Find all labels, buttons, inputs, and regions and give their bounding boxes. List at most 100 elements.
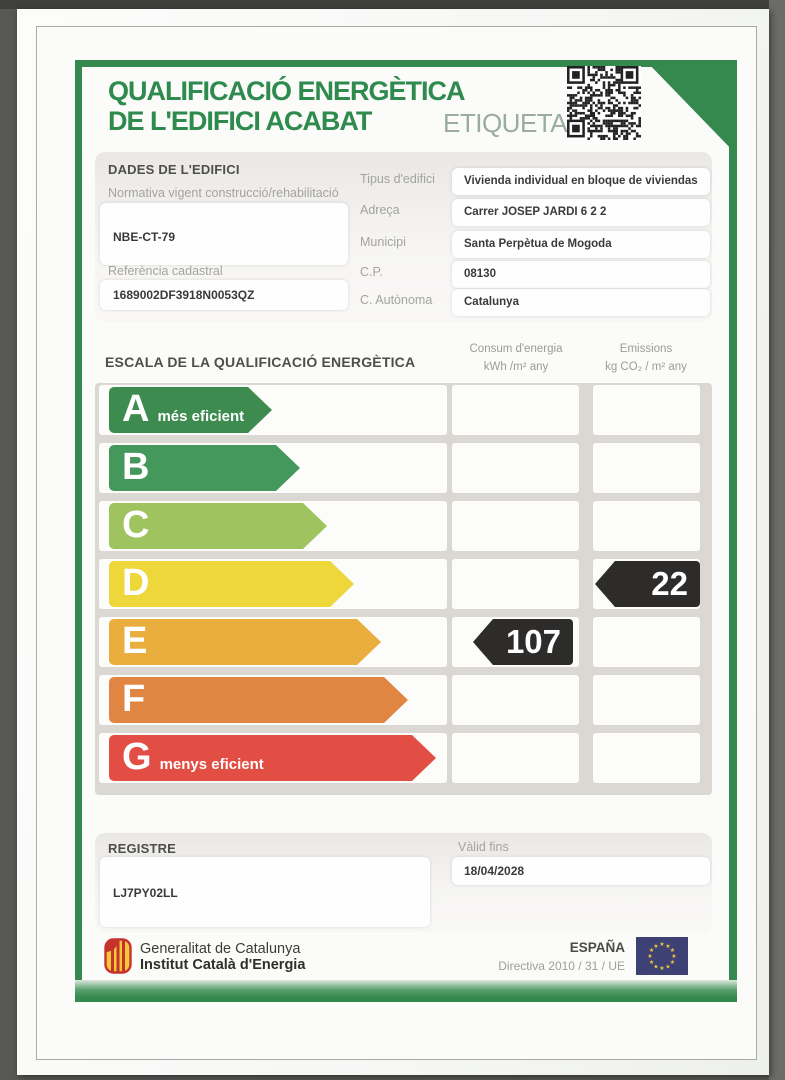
scan-edge [769,0,785,1080]
scale-row: B [95,443,712,493]
emissions-header-line1: Emissions [619,343,673,355]
field-label: Municipi [360,235,406,249]
svg-text:★: ★ [665,964,670,971]
svg-text:★: ★ [653,943,658,950]
scale-row: E [95,617,712,667]
valid-until-label: Vàlid fins [458,840,509,854]
consum-cell [452,559,579,609]
country-block: ESPAÑA Directiva 2010 / 31 / UE [455,939,625,975]
emissions-cell [593,501,700,551]
eu-flag-icon: ★ ★★★★★★★★★★★ [636,937,688,975]
field-value: 08130 [464,268,496,280]
qr-code-icon [567,66,641,140]
scale-bar-cell: G menys eficient [99,733,447,783]
field-value: Santa Perpètua de Mogoda [464,238,612,250]
field-box [452,289,710,316]
energy-rating-bar: A més eficient [109,387,272,433]
emissions-cell [593,443,700,493]
consum-cell [452,385,579,435]
rating-letter: G [122,736,152,778]
rating-letter: F [122,678,146,720]
scale-row: C [95,501,712,551]
scan-edge [0,0,785,9]
field-label: C.P. [360,265,383,279]
energy-rating-bar: C [109,503,327,549]
scale-bar-cell: B [99,443,447,493]
scale-title: ESCALA DE LA QUALIFICACIÓ ENERGÈTICA [105,354,416,370]
generalitat-shield-icon [104,938,132,974]
consum-cell [452,443,579,493]
frame-border [729,60,737,1002]
field-label: Adreça [360,203,400,217]
certificate-title-line1: QUALIFICACIÓ ENERGÈTICA [108,76,466,106]
emissions-cell [593,617,700,667]
registre-title: REGISTRE [108,841,177,856]
field-box [452,261,710,288]
svg-text:★: ★ [659,965,664,972]
country-label: ESPAÑA [569,940,625,955]
energy-rating-bar: D [109,561,354,607]
field-value: Vivienda individual en bloque de viviend… [464,175,698,187]
etiqueta-label: ETIQUETA [443,108,568,138]
field-value: Catalunya [464,296,519,308]
frame-border [75,60,737,67]
registre-value: LJ7PY02LL [113,886,178,900]
directive-label: Directiva 2010 / 31 / UE [498,959,625,973]
frame-bottom-bar [75,980,737,1002]
scale-bar-cell: C [99,501,447,551]
normativa-value: NBE-CT-79 [113,230,176,244]
consum-cell [452,675,579,725]
registre-field [100,857,430,927]
consum-header-line2: kWh /m² any [483,361,549,373]
cadastral-field [100,280,348,310]
scale-row: G menys eficient [95,733,712,783]
svg-text:★: ★ [649,959,654,966]
svg-text:★: ★ [653,964,658,971]
normativa-label: Normativa vigent construcció/rehabilitac… [108,186,339,200]
field-box [452,168,710,195]
consum-header-line1: Consum d'energia [469,343,563,355]
energy-rating-bar: F [109,677,408,723]
energy-rating-bar: G menys eficient [109,735,436,781]
emissions-header-line2: kg CO₂ / m² any [605,361,687,373]
certificate-title-line2: DE L'EDIFICI ACABAT [108,106,372,136]
rating-note: més eficient [157,408,245,425]
scale-row: F [95,675,712,725]
field-box [452,199,710,226]
field-label: Tipus d'edifici [360,172,435,186]
svg-text:★: ★ [671,953,676,960]
cadastral-value: 1689002DF3918N0053QZ [113,288,255,302]
svg-text:★: ★ [670,959,675,966]
scale-bar-cell: E [99,617,447,667]
svg-text:★: ★ [647,953,652,960]
normativa-field [100,203,348,265]
building-data-title: DADES DE L'EDIFICI [108,162,240,177]
rating-letter: E [122,620,148,662]
svg-text:★: ★ [665,943,670,950]
org-name: Generalitat de Catalunya [140,941,301,957]
emissions-cell [593,385,700,435]
svg-text:★: ★ [659,941,664,948]
rating-letter: C [122,504,150,546]
energy-rating-bar: B [109,445,300,491]
field-box [452,231,710,258]
field-value: Carrer JOSEP JARDI 6 2 2 [464,206,607,218]
scale-bar-cell: A més eficient [99,385,447,435]
rating-letter: D [122,562,150,604]
cadastral-label: Referència cadastral [108,264,223,278]
svg-text:★: ★ [670,947,675,954]
rating-letter: A [122,388,150,430]
emissions-column-header: Emissions kg CO₂ / m² any [585,340,707,376]
scale-row: A més eficient [95,385,712,435]
valid-until-value: 18/04/2028 [464,864,525,878]
energy-rating-bar: E [109,619,381,665]
consum-column-header: Consum d'energia kWh /m² any [450,340,582,376]
scale-bar-cell: F [99,675,447,725]
rating-letter: B [122,446,150,488]
energy-scale: A més eficient B C D [95,383,712,795]
consum-cell [452,733,579,783]
rating-note: menys eficient [159,756,264,773]
scale-bar-cell: D [99,559,447,609]
emissions-cell [593,675,700,725]
